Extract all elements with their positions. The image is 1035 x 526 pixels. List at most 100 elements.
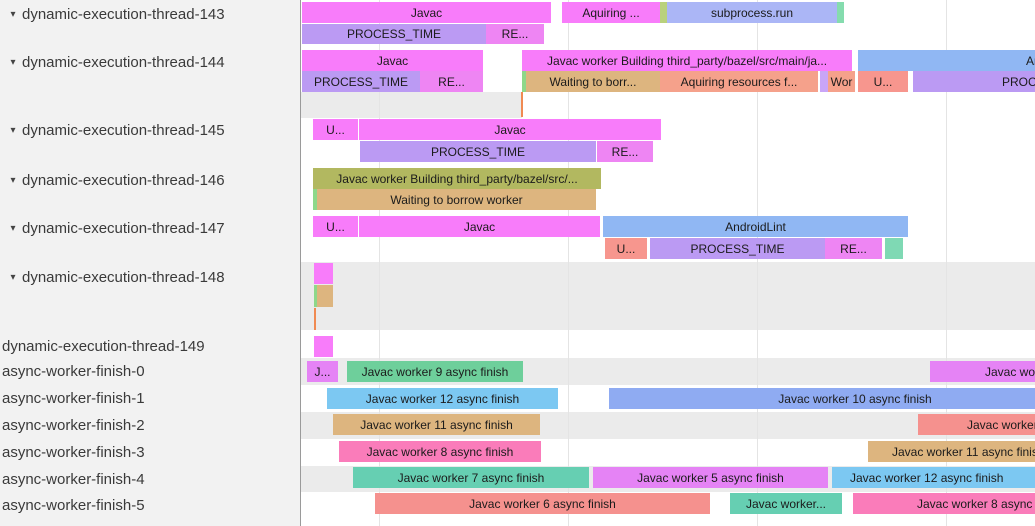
gridline bbox=[568, 0, 569, 526]
trace-slice[interactable]: Javac worker 12 async finish bbox=[327, 388, 558, 409]
trace-slice-label: Javac worker 12 async finish bbox=[365, 391, 520, 406]
track-row-async-worker-finish-0[interactable]: async-worker-finish-0 bbox=[0, 360, 300, 382]
trace-slice[interactable]: Javac worker bbox=[918, 414, 1035, 435]
trace-slice-label: Javac worker 11 async finish bbox=[360, 417, 513, 432]
trace-slice-label: PROCESS_TIME bbox=[1002, 74, 1035, 89]
trace-slice[interactable] bbox=[885, 238, 903, 259]
trace-slice-label: AndroidLint bbox=[725, 219, 786, 234]
trace-slice[interactable]: PROCESS_TIME bbox=[302, 24, 486, 44]
trace-slice[interactable]: U... bbox=[858, 71, 908, 92]
trace-slice[interactable]: Javac worker Building third_party/bazel/… bbox=[313, 168, 601, 189]
trace-slice-label: Javac worker 12 async finish bbox=[850, 470, 1004, 485]
trace-slice-label: Javac bbox=[376, 53, 409, 68]
trace-slice[interactable]: PROCESS_TIME bbox=[302, 71, 420, 92]
trace-slice-label: PROCESS_TIME bbox=[346, 27, 442, 41]
trace-slice[interactable]: RE... bbox=[420, 71, 483, 92]
trace-slice[interactable] bbox=[317, 285, 333, 307]
trace-slice-label: Javac bbox=[410, 5, 443, 20]
trace-slice-label: RE... bbox=[438, 74, 465, 89]
trace-slice[interactable]: Javac worker bbox=[930, 361, 1035, 382]
trace-slice[interactable]: Javac worker... bbox=[730, 493, 842, 514]
trace-slice[interactable]: AndroidLint bbox=[858, 50, 1035, 71]
collapse-triangle-icon[interactable]: ▾ bbox=[10, 56, 16, 68]
trace-slice[interactable]: Javac bbox=[359, 216, 600, 237]
trace-instant-marker[interactable] bbox=[521, 92, 523, 117]
trace-slice[interactable]: RE... bbox=[597, 141, 653, 162]
trace-slice-label: PROCESS_TIME bbox=[690, 241, 785, 256]
trace-slice[interactable]: Javac worker 8 async finish bbox=[339, 441, 541, 462]
trace-slice-label: RE... bbox=[611, 144, 639, 159]
trace-slice-label: RE... bbox=[840, 241, 867, 256]
track-row-dynamic-execution-thread-148[interactable]: ▾ dynamic-execution-thread-148 bbox=[0, 266, 300, 288]
trace-slice[interactable]: Javac bbox=[302, 2, 551, 23]
trace-slice-label: Javac worker 5 async finish bbox=[637, 470, 784, 485]
trace-slice-label: Javac worker 6 async finish bbox=[469, 496, 616, 511]
trace-slice[interactable]: Waiting to borrow worker bbox=[317, 189, 596, 210]
track-label: async-worker-finish-1 bbox=[2, 389, 145, 407]
collapse-triangle-icon[interactable]: ▾ bbox=[10, 174, 16, 186]
track-row-async-worker-finish-5[interactable]: async-worker-finish-5 bbox=[0, 494, 300, 516]
trace-slice[interactable]: Wor bbox=[828, 71, 855, 92]
track-row-dynamic-execution-thread-149[interactable]: dynamic-execution-thread-149 bbox=[0, 335, 300, 357]
trace-slice[interactable] bbox=[837, 2, 844, 23]
trace-slice[interactable]: U... bbox=[313, 119, 358, 140]
trace-slice[interactable] bbox=[313, 189, 317, 210]
trace-slice-label: Javac worker 11 async finish bbox=[892, 444, 1035, 459]
trace-slice[interactable]: AndroidLint bbox=[603, 216, 908, 237]
row-band bbox=[301, 262, 1035, 330]
track-row-async-worker-finish-3[interactable]: async-worker-finish-3 bbox=[0, 441, 300, 463]
collapse-triangle-icon[interactable]: ▾ bbox=[10, 271, 16, 283]
trace-slice[interactable]: subprocess.run bbox=[667, 2, 837, 23]
trace-slice[interactable]: Aquiring resources f... bbox=[660, 71, 818, 92]
track-name-sidebar: ▾ dynamic-execution-thread-143 ▾ dynamic-ex… bbox=[0, 0, 301, 526]
trace-slice[interactable]: Waiting to borr... bbox=[526, 71, 660, 92]
trace-slice-label: Waiting to borrow worker bbox=[390, 192, 523, 207]
trace-slice[interactable]: J... bbox=[307, 361, 338, 382]
trace-slice[interactable]: PROCESS_TIME bbox=[360, 141, 596, 162]
trace-slice-label: Aquiring resources f... bbox=[680, 74, 798, 89]
track-row-async-worker-finish-1[interactable]: async-worker-finish-1 bbox=[0, 387, 300, 409]
track-row-async-worker-finish-2[interactable]: async-worker-finish-2 bbox=[0, 414, 300, 436]
track-row-dynamic-execution-thread-145[interactable]: ▾ dynamic-execution-thread-145 bbox=[0, 119, 300, 141]
track-label: dynamic-execution-thread-146 bbox=[22, 171, 225, 189]
track-row-dynamic-execution-thread-146[interactable]: ▾ dynamic-execution-thread-146 bbox=[0, 169, 300, 191]
trace-slice[interactable]: U... bbox=[605, 238, 647, 259]
trace-slice[interactable]: Javac worker 12 async finish bbox=[832, 467, 1035, 488]
trace-slice[interactable] bbox=[314, 285, 317, 307]
trace-slice-label: U... bbox=[326, 219, 345, 234]
trace-slice[interactable]: RE... bbox=[825, 238, 882, 259]
trace-slice[interactable] bbox=[314, 263, 333, 284]
trace-slice[interactable]: Javac worker 7 async finish bbox=[353, 467, 589, 488]
trace-slice[interactable]: Aquiring ... bbox=[562, 2, 660, 23]
trace-slice-label: Javac worker bbox=[985, 364, 1035, 379]
trace-slice[interactable]: Javac worker 8 async finish bbox=[853, 493, 1035, 514]
collapse-triangle-icon[interactable]: ▾ bbox=[10, 222, 16, 234]
trace-slice[interactable]: Javac worker 9 async finish bbox=[347, 361, 523, 382]
trace-slice[interactable] bbox=[314, 336, 333, 357]
trace-slice[interactable]: Javac worker 11 async finish bbox=[868, 441, 1035, 462]
trace-slice[interactable]: RE... bbox=[486, 24, 544, 44]
trace-slice[interactable]: U... bbox=[313, 216, 358, 237]
trace-slice[interactable]: Javac bbox=[359, 119, 661, 140]
trace-slice[interactable]: Javac worker 6 async finish bbox=[375, 493, 710, 514]
trace-slice[interactable] bbox=[522, 71, 526, 92]
trace-slice[interactable]: Javac worker Building third_party/bazel/… bbox=[522, 50, 852, 71]
trace-slice[interactable]: PROCESS_TIME bbox=[913, 71, 1035, 92]
trace-slice-label: U... bbox=[873, 74, 893, 89]
track-row-dynamic-execution-thread-143[interactable]: ▾ dynamic-execution-thread-143 bbox=[0, 3, 300, 25]
track-row-async-worker-finish-4[interactable]: async-worker-finish-4 bbox=[0, 468, 300, 490]
trace-slice[interactable]: Javac worker 11 async finish bbox=[333, 414, 540, 435]
trace-slice[interactable] bbox=[660, 2, 667, 23]
collapse-triangle-icon[interactable]: ▾ bbox=[10, 124, 16, 136]
trace-instant-marker[interactable] bbox=[314, 308, 316, 330]
track-row-dynamic-execution-thread-147[interactable]: ▾ dynamic-execution-thread-147 bbox=[0, 217, 300, 239]
trace-slice[interactable] bbox=[820, 71, 828, 92]
trace-slice-label: Javac worker 7 async finish bbox=[397, 470, 545, 485]
trace-slice[interactable]: Javac bbox=[302, 50, 483, 71]
trace-slice-label: Javac bbox=[463, 219, 496, 234]
track-row-dynamic-execution-thread-144[interactable]: ▾ dynamic-execution-thread-144 bbox=[0, 51, 300, 73]
trace-slice[interactable]: PROCESS_TIME bbox=[650, 238, 825, 259]
trace-slice[interactable]: Javac worker 10 async finish bbox=[609, 388, 1035, 409]
trace-slice[interactable]: Javac worker 5 async finish bbox=[593, 467, 828, 488]
collapse-triangle-icon[interactable]: ▾ bbox=[10, 8, 16, 20]
